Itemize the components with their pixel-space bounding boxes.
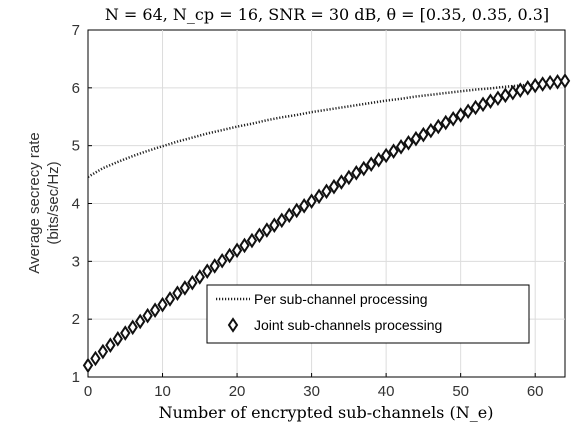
legend-box (206, 284, 530, 344)
joint-series-diamond-marker (418, 126, 429, 143)
joint-series-diamond-marker (261, 222, 273, 238)
joint-series-diamond-marker (82, 357, 94, 374)
joint-series-diamond-marker (187, 274, 198, 291)
legend-label-per-sub-channel: Per sub-channel processing (254, 291, 428, 307)
joint-series-diamond-marker (142, 307, 153, 324)
y-tick-label: 2 (72, 311, 80, 328)
x-tick-label: 50 (452, 383, 469, 400)
joint-series-diamond-marker (462, 103, 474, 120)
joint-series-diamond-marker (410, 130, 422, 147)
joint-series-diamond-marker (254, 227, 265, 244)
joint-series-diamond-marker (343, 169, 355, 186)
joint-series-diamond-marker (127, 319, 138, 336)
legend-swatch-joint (227, 317, 239, 333)
joint-series-diamond-marker (90, 350, 101, 367)
joint-series-diamond-marker (179, 280, 191, 296)
joint-series-diamond-marker (366, 156, 377, 172)
joint-series-diamond-marker (164, 291, 176, 307)
joint-series-diamond-marker (231, 242, 243, 259)
y-tick-label: 3 (72, 253, 80, 270)
joint-series-diamond-marker (298, 198, 310, 214)
y-tick-label: 4 (72, 196, 80, 213)
joint-series-diamond-marker (559, 73, 571, 89)
joint-series-diamond-marker (544, 74, 556, 91)
joint-series-diamond-marker (425, 122, 437, 139)
legend: Per sub-channel processing Joint sub-cha… (206, 284, 530, 344)
joint-series-diamond-marker (351, 165, 362, 181)
y-tick-label: 5 (72, 138, 80, 155)
joint-series-diamond-marker (448, 110, 459, 127)
joint-series-diamond-marker (209, 258, 220, 274)
chart-title: N = 64, N_cp = 16, SNR = 30 dB, θ = [0.3… (105, 5, 549, 24)
joint-series-diamond-marker (202, 263, 213, 279)
joint-series-diamond-marker (440, 114, 451, 131)
joint-series-diamond-marker (552, 73, 563, 90)
joint-series-diamond-marker (246, 232, 258, 249)
joint-series-diamond-marker (224, 247, 235, 264)
y-tick-label: 7 (72, 22, 80, 39)
joint-series-diamond-marker (477, 96, 489, 113)
x-tick-label: 30 (303, 383, 320, 400)
joint-series-diamond-marker (239, 237, 250, 254)
joint-series-diamond-marker (149, 302, 161, 319)
y-tick-label: 6 (72, 80, 80, 97)
joint-series-diamond-marker (470, 99, 481, 116)
joint-series-diamond-marker (97, 343, 109, 360)
joint-series-diamond-marker (455, 107, 466, 123)
joint-series-diamond-marker (321, 183, 332, 200)
x-tick-label: 40 (378, 383, 395, 400)
joint-series-diamond-marker (194, 269, 205, 285)
joint-series-diamond-marker (380, 147, 392, 164)
x-tick-label: 60 (527, 383, 544, 400)
joint-series-diamond-marker (112, 331, 124, 347)
joint-series-diamond-marker (276, 212, 287, 229)
joint-series-diamond-marker (336, 174, 347, 190)
joint-series-diamond-marker (313, 188, 325, 205)
x-tick-label: 20 (229, 383, 246, 400)
joint-series-diamond-marker (388, 143, 399, 159)
joint-series-diamond-marker (291, 202, 302, 219)
x-axis-label: Number of encrypted sub-channels (N_e) (159, 403, 494, 422)
y-axis-label-line1: Average secrecy rate (26, 132, 43, 273)
joint-series-diamond-marker (105, 337, 116, 353)
joint-series-diamond-marker (373, 152, 384, 168)
joint-series-diamond-marker (395, 139, 407, 155)
joint-series-diamond-marker (172, 285, 183, 301)
joint-series-diamond-marker (328, 178, 340, 195)
joint-series-diamond-marker (269, 217, 280, 233)
series-layer (82, 73, 571, 374)
x-tick-label: 0 (84, 383, 92, 400)
joint-series-diamond-marker (157, 296, 168, 313)
joint-series-diamond-marker (284, 207, 295, 224)
legend-label-joint: Joint sub-channels processing (254, 317, 442, 333)
joint-series-diamond-marker (306, 193, 317, 209)
joint-series-diamond-marker (120, 325, 131, 341)
joint-series-diamond-marker (403, 134, 414, 151)
joint-series-diamond-marker (134, 313, 146, 330)
axis-ticks: 0 10 20 30 40 50 60 1 2 3 4 5 6 7 (72, 22, 544, 400)
joint-series-diamond-marker (216, 252, 228, 269)
joint-series-diamond-marker (485, 93, 496, 109)
y-axis-label-line2: (bits/sec/Hz) (45, 161, 62, 244)
joint-series-diamond-marker (358, 160, 369, 177)
joint-series-diamond-marker (492, 90, 504, 107)
y-tick-label: 1 (72, 369, 80, 386)
joint-series-diamond-marker (433, 118, 444, 135)
x-tick-label: 10 (154, 383, 171, 400)
